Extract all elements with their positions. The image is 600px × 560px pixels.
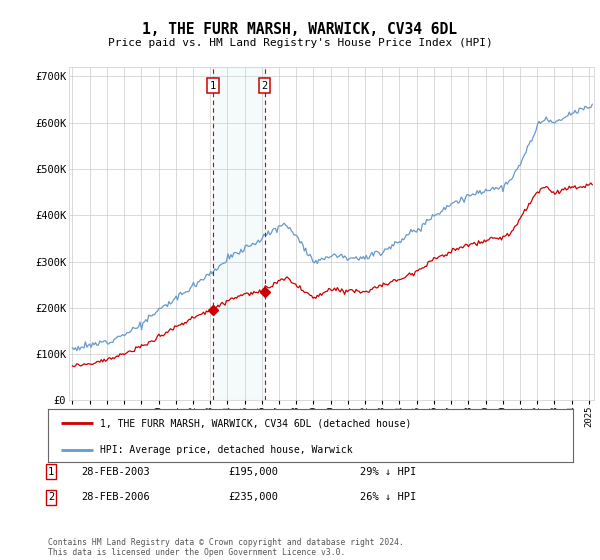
Text: Contains HM Land Registry data © Crown copyright and database right 2024.
This d: Contains HM Land Registry data © Crown c… [48,538,404,557]
Text: HPI: Average price, detached house, Warwick: HPI: Average price, detached house, Warw… [101,445,353,455]
Text: 1: 1 [210,81,216,91]
Text: 1: 1 [48,466,54,477]
Text: 29% ↓ HPI: 29% ↓ HPI [360,466,416,477]
Text: Price paid vs. HM Land Registry's House Price Index (HPI): Price paid vs. HM Land Registry's House … [107,38,493,48]
Text: £195,000: £195,000 [228,466,278,477]
Text: 1, THE FURR MARSH, WARWICK, CV34 6DL: 1, THE FURR MARSH, WARWICK, CV34 6DL [143,22,458,38]
Text: 26% ↓ HPI: 26% ↓ HPI [360,492,416,502]
Text: 28-FEB-2006: 28-FEB-2006 [81,492,150,502]
Text: 1, THE FURR MARSH, WARWICK, CV34 6DL (detached house): 1, THE FURR MARSH, WARWICK, CV34 6DL (de… [101,418,412,428]
Text: 28-FEB-2003: 28-FEB-2003 [81,466,150,477]
Text: 2: 2 [48,492,54,502]
Bar [213,67,265,400]
Text: 2: 2 [262,81,268,91]
Text: £235,000: £235,000 [228,492,278,502]
